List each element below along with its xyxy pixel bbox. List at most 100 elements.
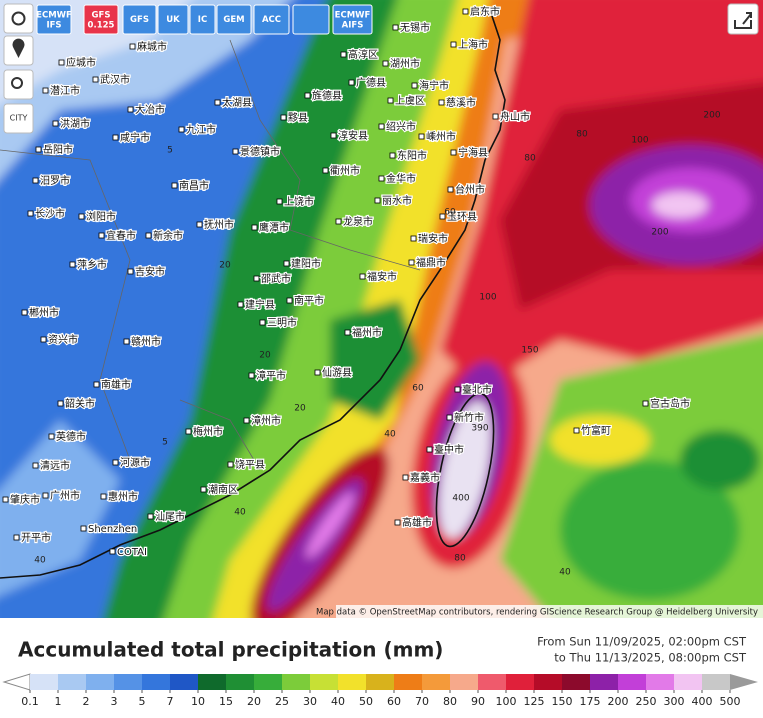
city-marker	[304, 92, 311, 99]
share-button[interactable]	[727, 3, 759, 35]
place-label: 上海市	[458, 38, 488, 51]
place-label: 长沙市	[35, 207, 65, 220]
colorbar-bin	[366, 674, 394, 690]
place-label: 黟县	[288, 112, 308, 124]
place-label: 臺北市	[462, 383, 492, 396]
city-marker	[389, 152, 396, 159]
city-marker	[394, 519, 401, 526]
model-button[interactable]	[122, 4, 157, 35]
city-marker	[438, 99, 445, 106]
colorbar-tick-label: 125	[524, 695, 545, 708]
place-label: 岳阳市	[43, 143, 73, 156]
colorbar-bin	[170, 674, 198, 690]
contour-label: 80	[576, 130, 588, 140]
city-marker	[243, 417, 250, 424]
city-marker	[147, 513, 154, 520]
colorbar-tick-label: 10	[191, 695, 205, 708]
city-marker	[251, 224, 258, 231]
place-label: 舟山市	[500, 110, 530, 123]
city-marker	[32, 462, 39, 469]
attribution-bg	[336, 605, 763, 618]
colorbar-bin	[646, 674, 674, 690]
legend-title: Accumulated total precipitation (mm)	[18, 638, 443, 662]
model-button[interactable]	[83, 4, 119, 35]
place-label: 太湖县	[222, 96, 252, 109]
city-marker	[237, 301, 244, 308]
city-marker	[450, 149, 457, 156]
colorbar-tick-label: 60	[387, 695, 401, 708]
place-label: Shenzhen	[88, 524, 137, 535]
place-label: 九江市	[186, 123, 216, 136]
contour-label: 40	[384, 430, 396, 440]
city-marker	[171, 182, 178, 189]
place-label: 玉环县	[447, 211, 477, 223]
city-marker	[52, 120, 59, 127]
place-label: 应城市	[66, 56, 96, 69]
city-marker	[80, 525, 87, 532]
city-marker	[348, 79, 355, 86]
city-marker	[418, 133, 425, 140]
place-label: 潜江市	[50, 84, 80, 97]
city-marker	[178, 126, 185, 133]
city-marker	[335, 218, 342, 225]
place-label: 大冶市	[135, 103, 165, 116]
place-label: 南平市	[294, 294, 324, 307]
model-button[interactable]	[253, 4, 290, 35]
city-button-label: CITY	[10, 114, 28, 123]
colorbar-tick-label: 5	[139, 695, 146, 708]
place-label: 台州市	[455, 183, 485, 196]
city-marker	[450, 41, 457, 48]
place-label: 宜春市	[106, 229, 136, 242]
refresh-button[interactable]	[3, 3, 34, 34]
city-marker	[13, 534, 20, 541]
model-button-label: UK	[166, 15, 180, 25]
colorbar-bin	[310, 674, 338, 690]
city-marker	[58, 59, 65, 66]
city-marker	[387, 97, 394, 104]
model-button[interactable]	[332, 4, 373, 35]
city-marker	[439, 213, 446, 220]
colorbar-bin	[226, 674, 254, 690]
zoom-button[interactable]	[3, 69, 34, 100]
model-button[interactable]	[216, 4, 252, 35]
place-label: 漳州市	[251, 414, 281, 427]
city-marker	[382, 60, 389, 67]
place-label: 肇庆市	[10, 493, 40, 506]
place-label: 福安市	[367, 270, 397, 283]
city-marker	[314, 369, 321, 376]
model-button[interactable]	[157, 4, 189, 35]
place-label: 赣州市	[131, 335, 161, 348]
city-marker	[2, 496, 9, 503]
colorbar-bin	[394, 674, 422, 690]
place-label: 上虞区	[395, 94, 425, 107]
contour-label: 5	[167, 146, 173, 156]
colorbar-over	[730, 674, 758, 690]
pin-icon	[12, 38, 25, 58]
contour-label: 40	[234, 508, 246, 518]
city-button[interactable]	[3, 103, 34, 134]
colorbar-tick-label: 300	[664, 695, 685, 708]
city-marker	[200, 486, 207, 493]
model-button[interactable]	[36, 4, 72, 35]
place-label: 湖州市	[390, 57, 420, 70]
place-label: 麻城市	[137, 40, 167, 53]
place-label: 嵊州市	[426, 130, 456, 143]
place-label: 三明市	[267, 316, 297, 329]
precip-field	[0, 0, 763, 618]
colorbar-tick-label: 175	[580, 695, 601, 708]
colorbar-bin	[282, 674, 310, 690]
city-marker	[276, 198, 283, 205]
colorbar-tick-label: 50	[359, 695, 373, 708]
place-label: 邵武市	[261, 272, 291, 285]
place-label: 建宁县	[245, 298, 275, 311]
city-marker	[127, 106, 134, 113]
city-marker	[21, 309, 28, 316]
colorbar-bin	[562, 674, 590, 690]
place-label: 旌德县	[312, 89, 342, 102]
model-button[interactable]	[292, 4, 330, 35]
place-label: 无锡市	[400, 21, 430, 34]
city-marker	[69, 261, 76, 268]
model-button[interactable]	[189, 4, 216, 35]
place-label: 东阳市	[397, 149, 427, 162]
